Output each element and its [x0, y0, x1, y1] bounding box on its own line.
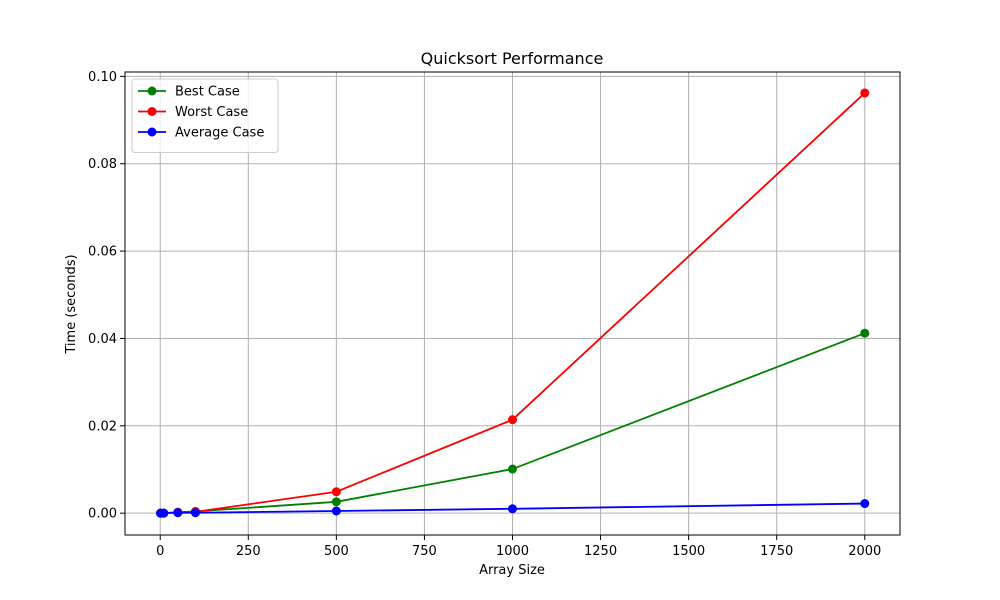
legend-marker-average-case [147, 127, 157, 137]
legend-marker-best-case [147, 86, 157, 96]
legend: Best Case Worst Case Average Case [131, 78, 279, 153]
data-point-average-case [173, 508, 183, 518]
data-point-worst-case [860, 88, 870, 98]
data-point-worst-case [508, 415, 517, 425]
x-tick-label: 1750 [760, 544, 793, 559]
data-point-average-case [508, 504, 517, 514]
x-tick-label: 1500 [672, 544, 705, 559]
legend-label-best-case: Best Case [175, 85, 240, 100]
y-tick-label: 0.04 [88, 332, 117, 347]
y-tick-label: 0.10 [88, 70, 117, 85]
legend-marker-worst-case [147, 107, 157, 116]
x-tick-label: 500 [324, 544, 349, 559]
y-tick-label: 0.02 [88, 419, 117, 434]
y-axis: 0.00 0.02 0.04 0.06 0.08 0.10 [88, 70, 125, 522]
y-tick-label: 0.06 [88, 245, 117, 260]
data-point-average-case [159, 508, 169, 518]
data-point-best-case [508, 464, 517, 474]
data-point-average-case [190, 508, 200, 518]
x-tick-label: 750 [412, 544, 437, 559]
y-axis-title: Time (seconds) [64, 254, 79, 354]
series-layer [156, 88, 870, 518]
y-tick-label: 0.08 [88, 157, 117, 172]
y-tick-label: 0.00 [88, 507, 117, 522]
x-tick-label: 1250 [584, 544, 617, 559]
x-tick-label: 250 [236, 544, 261, 559]
legend-label-average-case: Average Case [175, 126, 264, 141]
legend-label-worst-case: Worst Case [175, 105, 248, 120]
series-average-case [156, 499, 870, 518]
x-tick-label: 1000 [496, 544, 529, 559]
data-point-best-case [860, 328, 870, 338]
x-tick-label: 2000 [848, 544, 881, 559]
x-axis: 0 250 500 750 1000 1250 1500 1750 2000 [156, 535, 881, 559]
chart-title: Quicksort Performance [421, 49, 604, 68]
x-tick-label: 0 [156, 544, 164, 559]
data-point-worst-case [331, 487, 341, 497]
x-axis-title: Array Size [479, 563, 545, 578]
data-point-average-case [331, 506, 341, 516]
data-point-best-case [331, 497, 341, 507]
legend-box [131, 78, 279, 153]
data-point-average-case [860, 499, 870, 509]
